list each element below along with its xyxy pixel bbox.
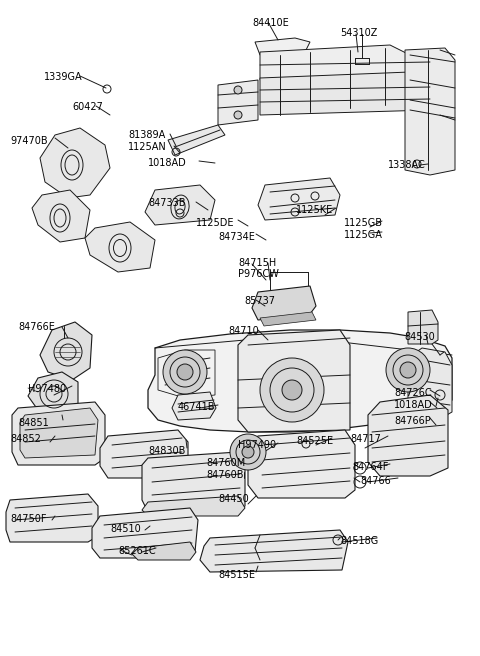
- Polygon shape: [368, 395, 448, 476]
- Polygon shape: [32, 190, 90, 242]
- Text: 46741B: 46741B: [178, 402, 216, 412]
- Polygon shape: [92, 508, 198, 558]
- Text: H97490: H97490: [238, 440, 276, 450]
- Polygon shape: [100, 430, 188, 478]
- Text: P976CW: P976CW: [238, 269, 279, 279]
- Text: 84766P: 84766P: [394, 416, 431, 426]
- Polygon shape: [248, 430, 355, 498]
- Text: 84515E: 84515E: [218, 570, 255, 580]
- Text: 1125AN: 1125AN: [128, 142, 167, 152]
- Text: 84717: 84717: [350, 434, 381, 444]
- Text: 97470B: 97470B: [10, 136, 48, 146]
- Polygon shape: [12, 402, 105, 465]
- Text: 85737: 85737: [244, 296, 275, 306]
- Text: 1339GA: 1339GA: [44, 72, 83, 82]
- Polygon shape: [168, 125, 225, 155]
- Polygon shape: [405, 48, 455, 175]
- Polygon shape: [258, 178, 340, 220]
- Polygon shape: [260, 45, 410, 80]
- Text: 1125GA: 1125GA: [344, 230, 383, 240]
- Text: 81389A: 81389A: [128, 130, 165, 140]
- Polygon shape: [148, 330, 452, 432]
- Text: 84760B: 84760B: [206, 470, 243, 480]
- Text: 84525E: 84525E: [296, 436, 333, 446]
- Polygon shape: [6, 494, 98, 542]
- Circle shape: [386, 348, 430, 392]
- Text: 84510: 84510: [110, 524, 141, 534]
- Polygon shape: [408, 310, 438, 344]
- Text: 84734E: 84734E: [218, 232, 255, 242]
- Circle shape: [242, 446, 254, 458]
- Polygon shape: [85, 222, 155, 272]
- Polygon shape: [218, 80, 258, 125]
- Circle shape: [234, 86, 242, 94]
- Circle shape: [163, 350, 207, 394]
- Text: 84710: 84710: [228, 326, 259, 336]
- Text: 84830B: 84830B: [148, 446, 185, 456]
- Text: 84851: 84851: [18, 418, 49, 428]
- Text: 84760M: 84760M: [206, 458, 245, 468]
- Text: 1125DE: 1125DE: [196, 218, 235, 228]
- Text: 1338AC: 1338AC: [388, 160, 426, 170]
- Polygon shape: [200, 530, 348, 572]
- Text: 84766E: 84766E: [18, 322, 55, 332]
- Circle shape: [234, 111, 242, 119]
- Circle shape: [282, 380, 302, 400]
- Text: 84518G: 84518G: [340, 536, 378, 546]
- Text: 84764F: 84764F: [352, 462, 388, 472]
- Text: 1018AD: 1018AD: [148, 158, 187, 168]
- Polygon shape: [20, 408, 98, 458]
- Text: 84726C: 84726C: [394, 388, 432, 398]
- Text: 84750F: 84750F: [10, 514, 47, 524]
- Text: 1125GB: 1125GB: [344, 218, 383, 228]
- Text: 60427: 60427: [72, 102, 103, 112]
- Text: 84530: 84530: [404, 332, 435, 342]
- Polygon shape: [252, 286, 316, 320]
- Text: 84766: 84766: [360, 476, 391, 486]
- Text: 54310Z: 54310Z: [340, 28, 377, 38]
- Polygon shape: [142, 496, 245, 516]
- Text: H97480: H97480: [28, 384, 66, 394]
- Polygon shape: [145, 185, 215, 225]
- Text: 84852: 84852: [10, 434, 41, 444]
- Polygon shape: [40, 128, 110, 198]
- Text: 84733B: 84733B: [148, 198, 185, 208]
- Text: 1018AD: 1018AD: [394, 400, 433, 410]
- Text: 84450: 84450: [218, 494, 249, 504]
- Polygon shape: [260, 312, 316, 326]
- Polygon shape: [255, 38, 310, 55]
- Text: 84410E: 84410E: [252, 18, 289, 28]
- Circle shape: [177, 364, 193, 380]
- Polygon shape: [172, 392, 216, 420]
- Text: 1125KE: 1125KE: [296, 205, 333, 215]
- Circle shape: [230, 434, 266, 470]
- Polygon shape: [40, 322, 92, 380]
- Polygon shape: [260, 72, 430, 115]
- Circle shape: [400, 362, 416, 378]
- Circle shape: [260, 358, 324, 422]
- Text: 84715H: 84715H: [238, 258, 276, 268]
- Polygon shape: [28, 372, 78, 414]
- Polygon shape: [408, 348, 452, 422]
- Polygon shape: [142, 452, 245, 512]
- Text: 85261C: 85261C: [118, 546, 156, 556]
- Polygon shape: [132, 542, 196, 560]
- Polygon shape: [238, 330, 350, 432]
